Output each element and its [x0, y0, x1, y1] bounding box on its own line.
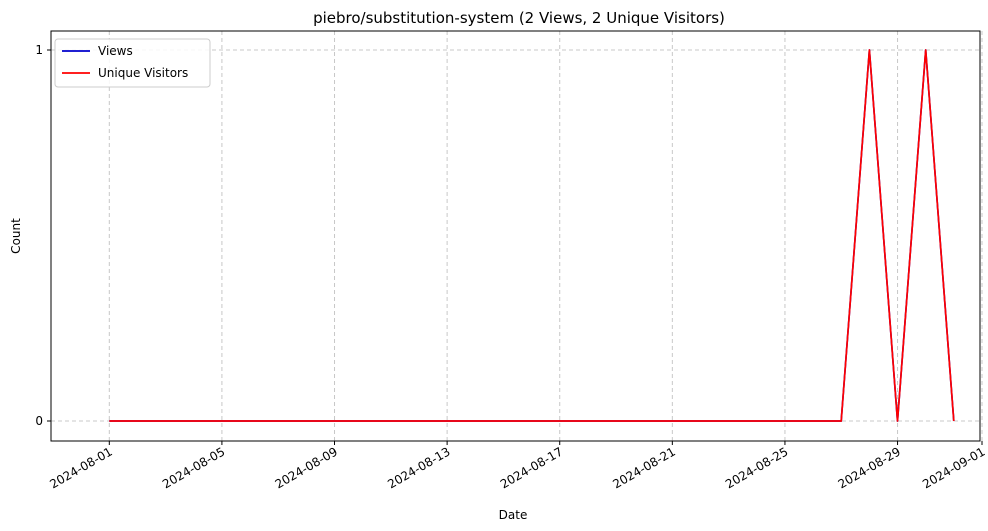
- x-tick-label: 2024-08-09: [273, 444, 340, 491]
- legend-entry-label: Views: [98, 44, 133, 58]
- x-tick-label: 2024-08-01: [47, 444, 114, 491]
- y-axis-label: Count: [9, 218, 23, 254]
- legend-entry-label: Unique Visitors: [98, 66, 188, 80]
- x-axis-label: Date: [499, 508, 528, 522]
- series-line-unique-visitors: [109, 49, 955, 422]
- chart-title: piebro/substitution-system (2 Views, 2 U…: [313, 9, 725, 27]
- x-tick-label: 2024-08-13: [385, 444, 452, 491]
- x-tick-label: 2024-09-01: [920, 444, 987, 491]
- y-tick-label: 1: [35, 43, 43, 57]
- plot-area-frame: [50, 30, 981, 442]
- x-tick-label: 2024-08-17: [498, 444, 565, 491]
- x-tick-label: 2024-08-21: [610, 444, 677, 491]
- series-lines: [109, 49, 955, 422]
- legend: Views Unique Visitors: [54, 38, 211, 88]
- legend-box: [54, 38, 211, 88]
- y-axis-ticks: 01: [35, 43, 51, 428]
- grid-lines: [51, 31, 983, 441]
- y-tick-label: 0: [35, 414, 43, 428]
- x-tick-label: 2024-08-29: [836, 444, 903, 491]
- series-line-views: [109, 49, 955, 422]
- x-axis-ticks: 2024-08-01 2024-08-05 2024-08-09 2024-08-13…: [47, 441, 988, 491]
- x-tick-label: 2024-08-05: [160, 444, 227, 491]
- x-tick-label: 2024-08-25: [723, 444, 790, 491]
